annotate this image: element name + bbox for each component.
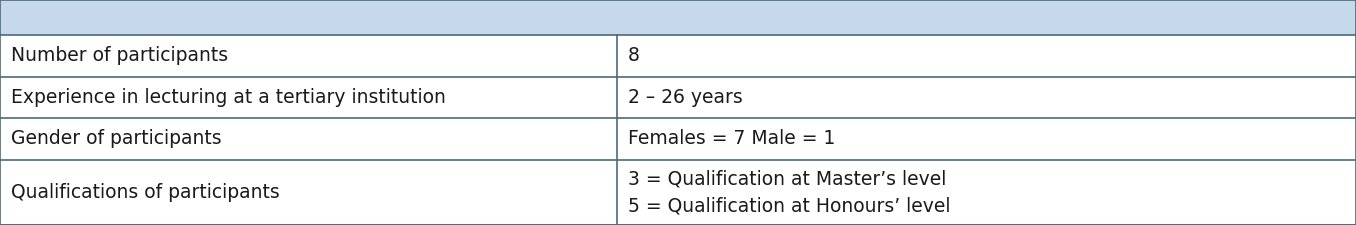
Bar xyxy=(0,118,1356,160)
Text: 8: 8 xyxy=(628,46,640,65)
Text: Qualifications of participants: Qualifications of participants xyxy=(11,183,279,202)
Text: Number of participants: Number of participants xyxy=(11,46,228,65)
Bar xyxy=(0,76,1356,118)
Bar xyxy=(0,35,1356,76)
Text: Females = 7 Male = 1: Females = 7 Male = 1 xyxy=(628,129,835,149)
Text: 3 = Qualification at Master’s level
5 = Qualification at Honours’ level: 3 = Qualification at Master’s level 5 = … xyxy=(628,169,951,216)
Text: Gender of participants: Gender of participants xyxy=(11,129,221,149)
Bar xyxy=(0,0,1356,35)
Text: Experience in lecturing at a tertiary institution: Experience in lecturing at a tertiary in… xyxy=(11,88,446,107)
Text: 2 – 26 years: 2 – 26 years xyxy=(628,88,743,107)
Bar xyxy=(0,160,1356,225)
